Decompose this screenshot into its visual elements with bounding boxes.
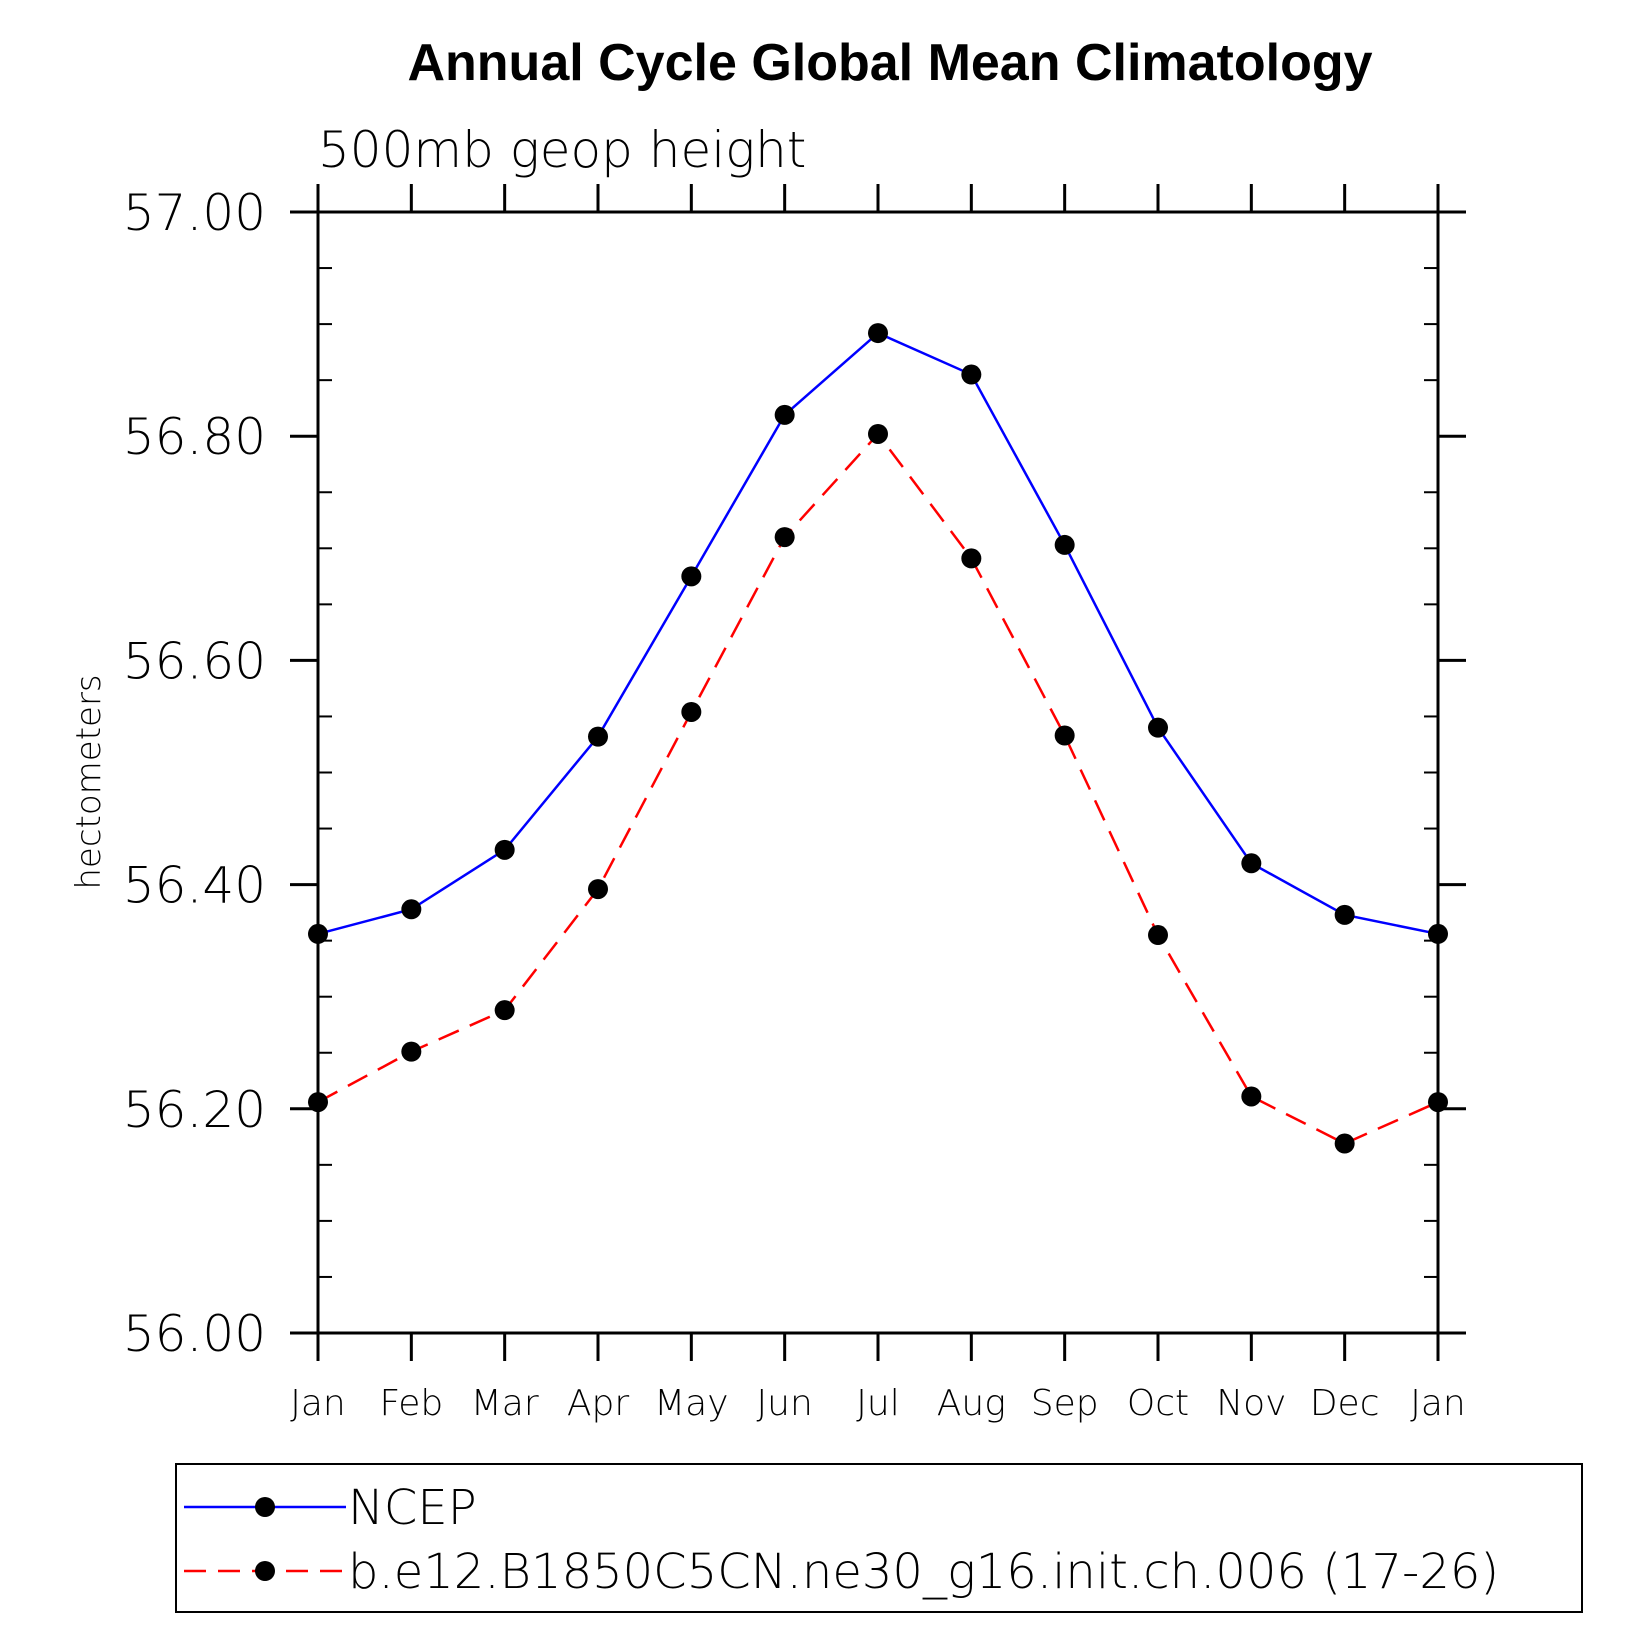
x-tick-label: Jan [1410,1383,1466,1424]
data-point-series-0 [401,899,422,920]
x-tick-label: Sep [1031,1383,1099,1424]
data-point-series-1 [1428,1092,1448,1113]
x-tick-label: Jul [856,1383,899,1424]
plot-frame [316,210,1440,1335]
x-tick-label: Apr [567,1383,629,1424]
data-point-series-0 [1334,904,1355,925]
y-tick-label: 56.20 [123,1081,266,1139]
y-tick-label: 57.00 [123,184,266,242]
data-point-series-1 [1054,725,1075,746]
data-point-series-1 [681,701,702,722]
y-tick-label: 56.80 [123,408,266,466]
data-point-series-1 [401,1041,422,1062]
series-line-0 [317,331,1439,936]
data-point-series-1 [774,527,795,548]
plot-area: Jan Feb Mar Apr May Jun Jul Aug Sep Oct Nov Dec Jan 5… [123,184,1466,1424]
data-point-series-0 [681,566,702,587]
data-point-series-1 [1334,1133,1355,1154]
data-point-series-1 [308,1092,328,1113]
x-tick-label: Feb [379,1383,443,1424]
x-tick-label: Jun [757,1383,813,1424]
x-tick-label: Aug [937,1383,1006,1424]
data-point-series-1 [494,1000,515,1021]
y-tick-label: 56.40 [123,857,266,915]
x-tick-label: Dec [1310,1383,1380,1424]
data-point-series-1 [961,548,982,569]
data-point-series-0 [1241,853,1262,874]
data-point-series-0 [774,404,795,425]
y-axis-label: hectometers [69,674,109,889]
data-point-series-1 [588,879,608,900]
data-point-series-0 [308,923,328,944]
x-tick-label: May [654,1383,728,1424]
data-point-series-0 [1428,923,1448,944]
data-point-series-0 [868,323,888,344]
legend-box [175,1463,1583,1613]
legend: NCEP b.e12.B1850C5CN.ne30_g16.init.ch.006… [175,1463,1583,1613]
chart-subtitle: 500mb geop height [318,121,806,179]
legend-label-1: b.e12.B1850C5CN.ne30_g16.init.ch.006 (17… [348,1544,1499,1600]
x-tick-label: Mar [471,1383,539,1424]
chart-title: Annual Cycle Global Mean Climatology [407,34,1372,92]
data-point-series-0 [588,726,608,747]
x-tick-label: Nov [1216,1383,1286,1424]
data-point-series-0 [1054,534,1075,555]
data-point-series-0 [1148,717,1168,738]
data-point-series-1 [1241,1086,1262,1107]
x-tick-label: Jan [290,1383,346,1424]
legend-label-0: NCEP [348,1480,477,1536]
data-point-series-0 [961,364,982,385]
legend-marker-1 [255,1561,275,1581]
y-tick-label: 56.60 [123,632,266,690]
data-point-series-0 [494,839,515,860]
x-tick-label: Oct [1127,1383,1189,1424]
data-point-series-1 [868,423,888,444]
series-line-1 [317,431,1439,1145]
y-tick-label: 56.00 [123,1305,266,1363]
data-point-series-1 [1148,925,1168,946]
legend-marker-0 [255,1497,275,1517]
